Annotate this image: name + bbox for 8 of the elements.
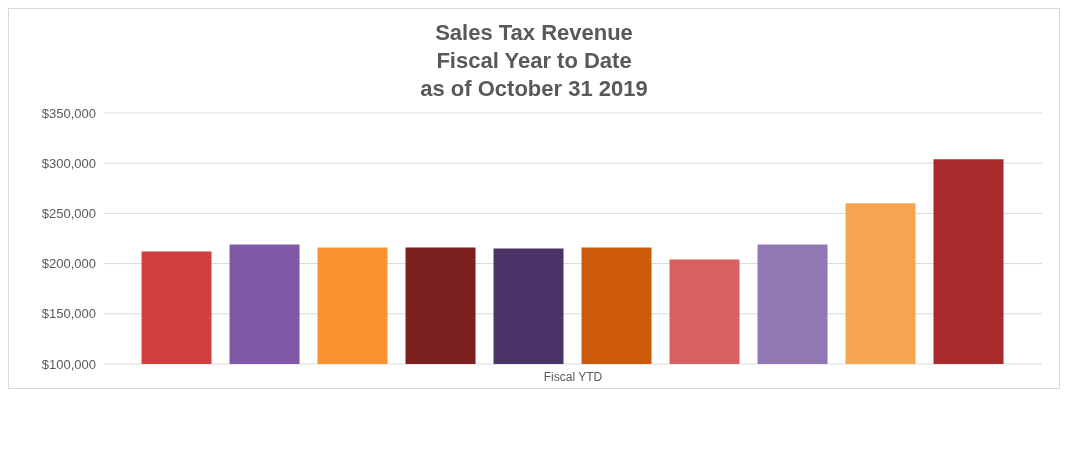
y-tick-label: $250,000 [41,206,96,222]
y-tick-label: $350,000 [41,105,96,121]
y-tick-label: $100,000 [41,356,96,372]
y-tick-label: $300,000 [41,155,96,171]
y-tick-label: $200,000 [41,256,96,272]
chart-title: Sales Tax Revenue Fiscal Year to Date as of October 31 2019 [419,19,649,103]
y-tick-label: $150,000 [41,306,96,322]
x-tick-label: Fiscal YTD [543,369,603,384]
